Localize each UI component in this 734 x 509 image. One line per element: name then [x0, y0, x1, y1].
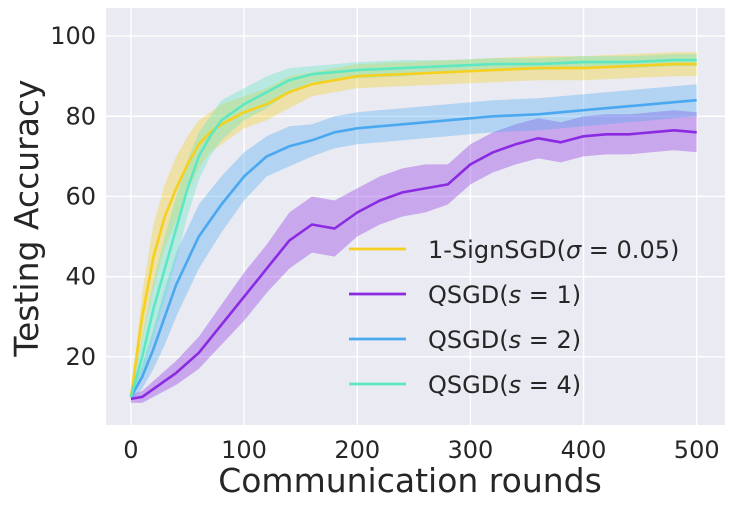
y-tick-label: 40: [65, 263, 96, 291]
plot-area: [106, 8, 725, 425]
y-tick-label: 20: [65, 343, 96, 371]
x-tick-label: 200: [334, 436, 380, 464]
y-tick-label: 80: [65, 102, 96, 130]
x-tick-label: 300: [447, 436, 493, 464]
x-tick-label: 100: [221, 436, 267, 464]
x-tick-label: 400: [561, 436, 607, 464]
legend-label: QSGD(s = 2): [428, 326, 581, 354]
legend-label: 1-SignSGD(σ = 0.05): [428, 236, 679, 264]
x-tick-label: 0: [123, 436, 138, 464]
legend-label: QSGD(s = 1): [428, 281, 581, 309]
x-axis-title: Communication rounds: [218, 461, 602, 500]
y-axis-title: Testing Accuracy: [7, 79, 46, 357]
legend-label: QSGD(s = 4): [428, 371, 581, 399]
y-tick-label: 100: [50, 22, 96, 50]
band-qsgd-s-1: [130, 110, 697, 403]
line-qsgd-s-2: [129, 98, 697, 398]
confidence-bands: [130, 52, 697, 403]
line-1-signsgd-0-05: [129, 62, 697, 398]
line-qsgd-s-4: [129, 58, 697, 398]
series-lines: [129, 58, 697, 401]
legend: 1-SignSGD(σ = 0.05) QSGD(s = 1) QSGD(s = 2…: [349, 236, 679, 399]
band-qsgd-s-2: [130, 84, 697, 401]
y-tick-label: 60: [65, 182, 96, 210]
line-qsgd-s-1: [130, 129, 697, 401]
y-tick-labels: 20 40 60 80 100: [50, 22, 96, 371]
x-tick-label: 500: [674, 436, 720, 464]
x-tick-labels: 0 100 200 300 400 500: [123, 436, 719, 464]
